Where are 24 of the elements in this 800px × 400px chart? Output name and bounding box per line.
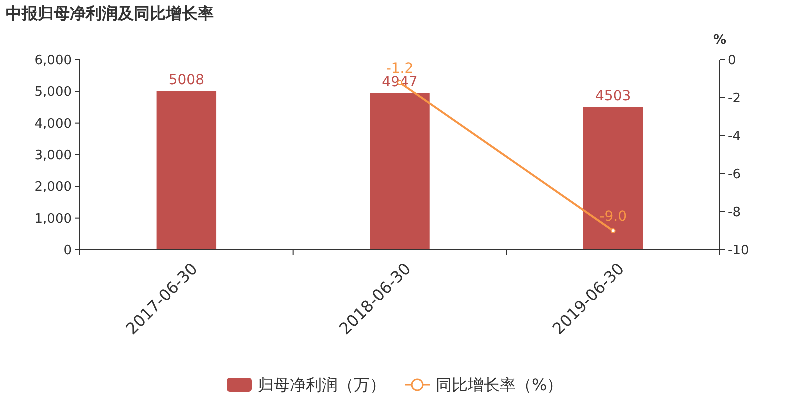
y2-tick-label: -8 <box>728 206 741 221</box>
y-tick-label: 4,000 <box>34 116 72 132</box>
y-tick-label: 2,000 <box>34 180 72 196</box>
y2-axis-title: % <box>713 33 727 48</box>
y-tick-label: 6,000 <box>34 54 72 69</box>
y-tick-label: 3,000 <box>34 148 72 164</box>
bar <box>583 107 644 250</box>
chart-title: 中报归母净利润及同比增长率 <box>6 4 214 23</box>
y-tick-label: 0 <box>64 244 72 259</box>
legend-label: 归母净利润（万） <box>258 376 386 395</box>
y2-tick-label: -2 <box>728 92 741 107</box>
y2-tick-label: -4 <box>728 130 741 145</box>
bar <box>370 93 430 250</box>
bar <box>156 91 217 250</box>
data-label: 4503 <box>596 88 632 104</box>
data-label: -1.2 <box>386 60 414 77</box>
y-tick-label: 5,000 <box>34 85 72 100</box>
legend-label: 同比增长率（%） <box>436 376 564 395</box>
data-label: -9.0 <box>600 209 627 225</box>
y2-tick-label: 0 <box>728 54 736 69</box>
y2-tick-label: -6 <box>728 168 741 183</box>
y2-tick-label: -10 <box>728 244 750 259</box>
data-label: 5008 <box>168 72 204 88</box>
y-tick-label: 1,000 <box>34 212 72 227</box>
